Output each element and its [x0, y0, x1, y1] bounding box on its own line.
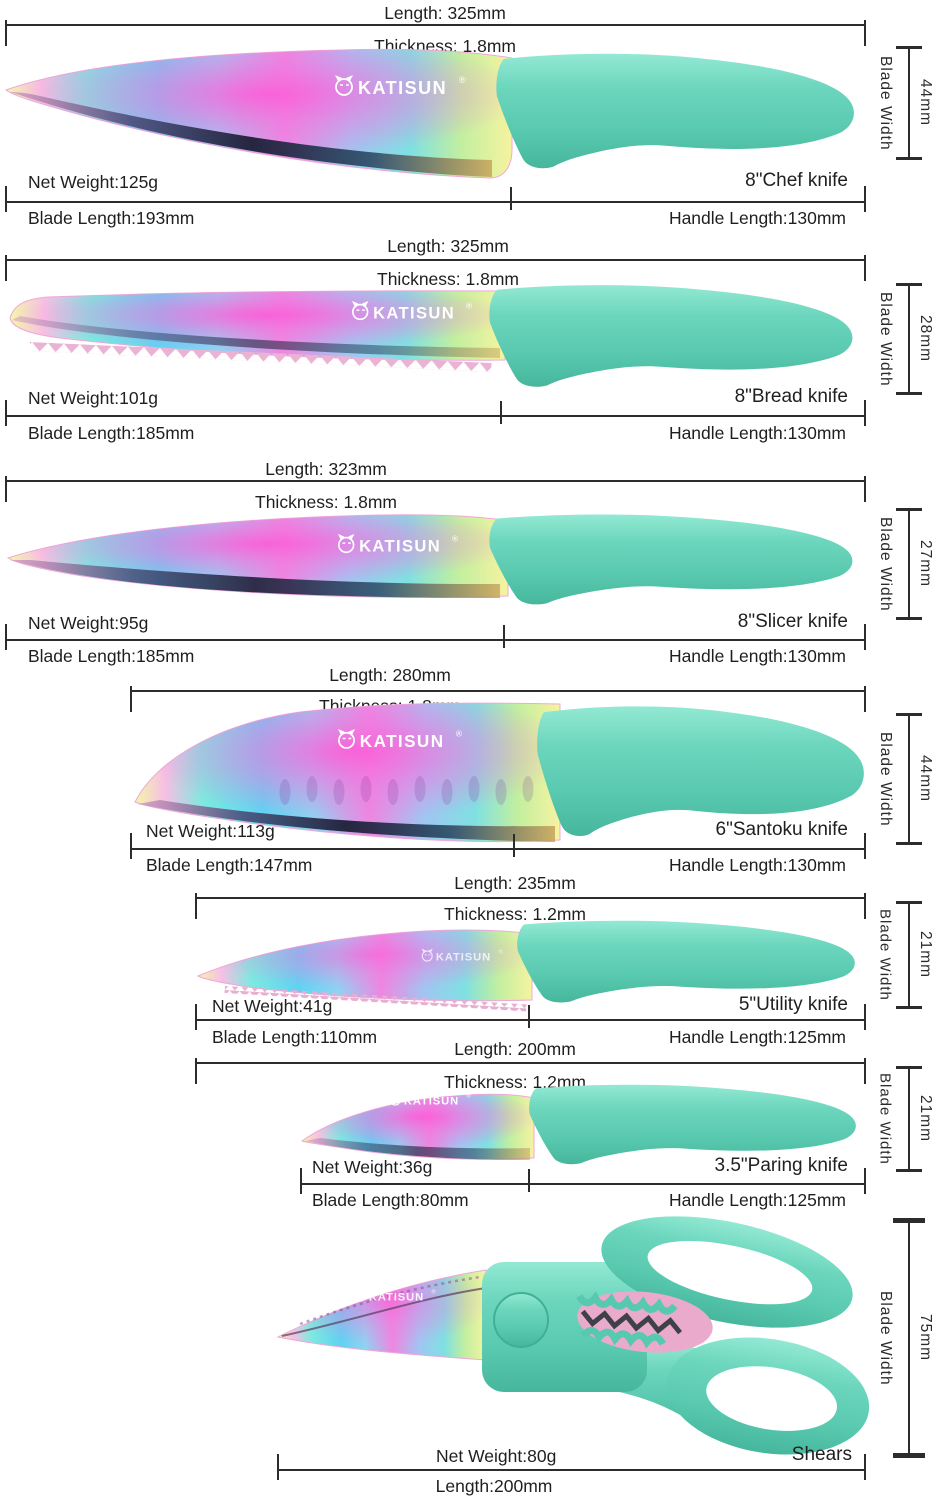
bread-thickness-label: Thickness: 1.8mm	[377, 269, 519, 289]
bread-serration	[29, 342, 492, 372]
utility-blade-width-line	[896, 901, 922, 1009]
shears-pivot-button	[493, 1292, 549, 1348]
bread-length-label: Length: 325mm	[387, 236, 509, 256]
utility-knife-image	[196, 920, 855, 1012]
slicer-blade-length: Blade Length:185mm	[28, 646, 195, 666]
santoku-handle	[537, 706, 864, 837]
chef-length-line	[5, 20, 866, 46]
slicer-name: 8"Slicer knife	[737, 611, 848, 632]
slicer-net-weight: Net Weight:95g	[28, 613, 149, 633]
chef-blade-length: Blade Length:193mm	[28, 208, 195, 228]
chef-blade-width-line	[896, 46, 922, 160]
chef-net-weight: Net Weight:125g	[28, 172, 159, 192]
bread-net-weight: Net Weight:101g	[28, 388, 159, 408]
slicer-length-label: Length: 323mm	[265, 459, 387, 479]
santoku-blade-length: Blade Length:147mm	[146, 855, 313, 875]
utility-bottom-line	[195, 1004, 866, 1030]
chef-blade-width-label: Blade Width	[877, 55, 894, 151]
utility-length-label: Length: 235mm	[454, 873, 576, 893]
santoku-blade-width-label: Blade Width	[877, 731, 894, 827]
shears-name: Shears	[791, 1444, 852, 1465]
utility-blade-width-value: 21mm	[917, 931, 934, 979]
paring-name: 3.5"Paring knife	[714, 1155, 849, 1176]
paring-thickness-label: Thickness: 1.2mm	[444, 1072, 586, 1092]
paring-handle-length: Handle Length:125mm	[668, 1190, 846, 1210]
slicer-knife-image	[6, 514, 853, 605]
bread-handle-length: Handle Length:130mm	[668, 423, 846, 443]
chef-handle	[496, 53, 854, 169]
paring-net-weight: Net Weight:36g	[312, 1157, 433, 1177]
paring-length-label: Length: 200mm	[454, 1039, 576, 1059]
chef-blade-width-value: 44mm	[917, 79, 934, 127]
slicer-blade	[6, 514, 509, 598]
shears-length-label: Length:200mm	[435, 1476, 553, 1496]
bread-bottom-line	[5, 400, 866, 426]
shears-bottom-ring	[666, 1337, 870, 1455]
santoku-name: 6"Santoku knife	[715, 819, 848, 840]
slicer-length-line	[5, 476, 866, 502]
utility-blade-width-label: Blade Width	[876, 909, 894, 1001]
slicer-blade-width-label: Blade Width	[877, 516, 894, 612]
chef-name: 8"Chef knife	[745, 170, 848, 191]
chef-blade	[4, 48, 513, 179]
shears-length-line	[277, 1454, 866, 1480]
utility-length-line	[195, 893, 866, 919]
paring-length-line	[195, 1058, 866, 1084]
bread-blade-width-value: 28mm	[917, 315, 934, 363]
santoku-blade	[134, 702, 561, 843]
slicer-thickness-label: Thickness: 1.8mm	[255, 492, 397, 512]
paring-blade-length: Blade Length:80mm	[312, 1190, 469, 1210]
paring-blade-width-value: 21mm	[917, 1095, 934, 1143]
shears-image	[276, 1216, 870, 1455]
santoku-blade-width-line	[896, 713, 922, 845]
utility-blade-length: Blade Length:110mm	[212, 1027, 378, 1047]
slicer-blade-width-line	[896, 508, 922, 620]
bread-handle	[489, 285, 853, 387]
shears-blade-width-label: Blade Width	[877, 1290, 894, 1386]
santoku-length-line	[130, 686, 866, 712]
shears-handle	[482, 1216, 870, 1455]
utility-thickness-label: Thickness: 1.2mm	[444, 904, 586, 924]
chef-length-label: Length: 325mm	[384, 3, 506, 23]
shears-nutcracker	[576, 1291, 713, 1353]
bread-blade-width-line	[896, 283, 922, 395]
bread-blade-length: Blade Length:185mm	[28, 423, 195, 443]
santoku-dimples	[279, 776, 534, 805]
shears-blade	[276, 1269, 487, 1361]
slicer-handle-length: Handle Length:130mm	[668, 646, 846, 666]
utility-name: 5"Utility knife	[738, 994, 848, 1015]
utility-blade	[196, 929, 533, 1012]
paring-knife-image	[300, 1084, 856, 1165]
paring-handle	[529, 1084, 856, 1165]
slicer-bottom-line	[5, 624, 866, 650]
paring-blade	[300, 1093, 535, 1160]
utility-handle	[517, 920, 855, 1003]
slicer-blade-width-value: 27mm	[917, 540, 934, 588]
chef-bottom-line	[5, 186, 866, 212]
santoku-blade-width-value: 44mm	[917, 755, 934, 803]
bread-blade-width-label: Blade Width	[877, 291, 894, 387]
santoku-knife-image	[134, 702, 864, 843]
utility-net-weight: Net Weight:41g	[212, 996, 333, 1016]
bread-name: 8"Bread knife	[734, 386, 848, 407]
shears-blade-width-line	[893, 1218, 925, 1458]
paring-blade-width-line	[896, 1066, 922, 1172]
santoku-length-label: Length: 280mm	[329, 665, 451, 685]
paring-blade-width-label: Blade Width	[876, 1073, 894, 1165]
santoku-bottom-line	[130, 833, 866, 859]
paring-bottom-line	[300, 1168, 866, 1194]
chef-handle-length: Handle Length:130mm	[668, 208, 846, 228]
slicer-handle	[489, 514, 853, 605]
bread-knife-image	[9, 285, 853, 387]
bread-length-line	[5, 255, 866, 281]
shears-blade-width-value: 75mm	[917, 1314, 934, 1362]
santoku-handle-length: Handle Length:130mm	[668, 855, 846, 875]
chef-knife-image	[4, 48, 854, 179]
santoku-net-weight: Net Weight:113g	[146, 821, 275, 841]
utility-serration	[224, 986, 527, 1012]
utility-handle-length: Handle Length:125mm	[668, 1027, 846, 1047]
shears-net-weight: Net Weight:80g	[436, 1446, 557, 1466]
